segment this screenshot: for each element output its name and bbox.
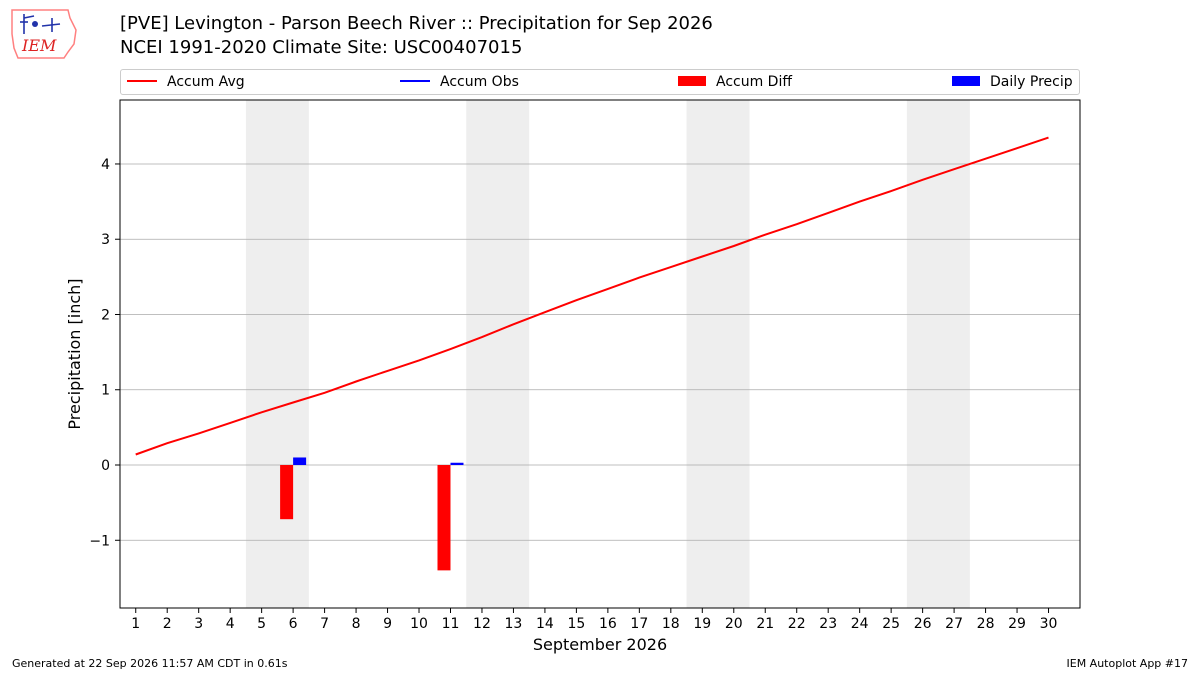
x-tick-label: 7: [320, 616, 329, 632]
x-tick-label: 3: [194, 616, 203, 632]
legend-item-accum-avg: Accum Avg: [127, 74, 245, 92]
legend-swatch-daily-precip: [952, 76, 980, 86]
y-tick-label: 1: [101, 383, 110, 399]
x-tick-label: 4: [226, 616, 235, 632]
x-tick-label: 2: [163, 616, 172, 632]
x-tick-label: 19: [693, 616, 711, 632]
legend-swatch-accum-diff: [678, 76, 706, 86]
x-tick-label: 28: [977, 616, 995, 632]
accum-diff-bar: [437, 465, 451, 571]
y-tick-label: 4: [101, 157, 110, 173]
x-tick-label: 8: [352, 616, 361, 632]
legend-item-accum-obs: Accum Obs: [400, 74, 519, 92]
x-tick-label: 20: [725, 616, 743, 632]
x-tick-label: 5: [257, 616, 266, 632]
legend-label-accum-diff: Accum Diff: [716, 74, 793, 90]
accum-diff-bar: [280, 465, 294, 520]
y-tick-label: 3: [101, 232, 110, 248]
legend-item-accum-diff: Accum Diff: [678, 74, 792, 92]
x-tick-label: 21: [756, 616, 774, 632]
x-tick-label: 11: [442, 616, 460, 632]
daily-precip-bar: [293, 457, 307, 466]
y-tick-label: 2: [101, 307, 110, 323]
daily-precip-bar: [450, 462, 464, 466]
legend-label-daily-precip: Daily Precip: [990, 74, 1073, 90]
x-tick-label: 16: [599, 616, 617, 632]
chart-title: [PVE] Levington - Parson Beech River :: …: [120, 13, 713, 34]
weekend-shade-1: [245, 100, 309, 608]
x-tick-label: 27: [945, 616, 963, 632]
x-tick-label: 26: [914, 616, 932, 632]
x-tick-label: 17: [630, 616, 648, 632]
legend-swatch-accum-avg: [127, 80, 157, 82]
legend-swatch-accum-obs: [400, 80, 430, 82]
y-axis-label: Precipitation [inch]: [65, 278, 84, 429]
x-tick-label: 1: [131, 616, 140, 632]
x-tick-label: 13: [505, 616, 523, 632]
legend-label-accum-obs: Accum Obs: [440, 74, 519, 90]
x-tick-label: 30: [1040, 616, 1058, 632]
weekend-shade-3: [686, 100, 750, 608]
weekend-shade-2: [466, 100, 530, 608]
iem-logo-text: IEM: [21, 36, 57, 55]
chart-legend: Accum Avg Accum Obs Accum Diff Daily Pre…: [120, 69, 1080, 95]
x-tick-label: 18: [662, 616, 680, 632]
x-tick-label: 6: [289, 616, 298, 632]
x-tick-label: 25: [882, 616, 900, 632]
x-tick-label: 15: [567, 616, 585, 632]
x-tick-label: 14: [536, 616, 554, 632]
x-tick-label: 22: [788, 616, 806, 632]
y-tick-label: 0: [101, 458, 110, 474]
legend-label-accum-avg: Accum Avg: [167, 74, 245, 90]
chart-subtitle: NCEI 1991-2020 Climate Site: USC00407015: [120, 37, 523, 58]
x-tick-label: 10: [410, 616, 428, 632]
footer-generated: Generated at 22 Sep 2026 11:57 AM CDT in…: [12, 657, 288, 670]
iem-logo: IEM: [11, 9, 77, 59]
footer-app-label: IEM Autoplot App #17: [1066, 657, 1189, 670]
x-tick-label: 29: [1008, 616, 1026, 632]
accum-avg-line: [135, 136, 1049, 456]
x-tick-label: 12: [473, 616, 491, 632]
x-tick-label: 23: [819, 616, 837, 632]
x-tick-label: 9: [383, 616, 392, 632]
weekend-shade-4: [906, 100, 970, 608]
x-tick-label: 24: [851, 616, 869, 632]
y-tick-label: −1: [89, 533, 110, 549]
legend-item-daily-precip: Daily Precip: [952, 74, 1073, 92]
plot-frame: [119, 99, 1081, 609]
x-axis-label: September 2026: [533, 635, 667, 654]
